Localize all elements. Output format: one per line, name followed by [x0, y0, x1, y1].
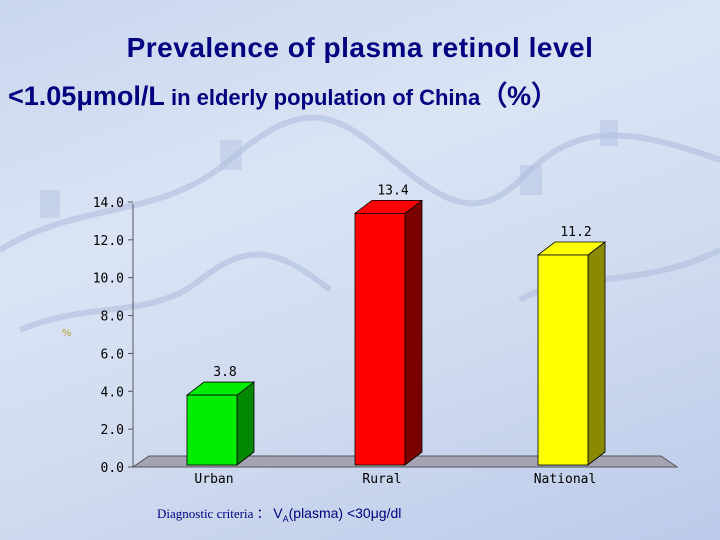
y-tick-label: 4.0	[101, 385, 124, 400]
bar-side	[404, 199, 423, 466]
data-label: 3.8	[213, 365, 236, 380]
title-unit: （%）	[480, 81, 559, 111]
bar-side	[587, 241, 606, 466]
criteria-va: V	[273, 505, 283, 521]
x-category-label: Rural	[362, 472, 401, 487]
data-label: 13.4	[377, 183, 408, 198]
y-tick-label: 14.0	[93, 196, 124, 211]
data-label: 11.2	[560, 225, 591, 240]
y-tick-label: 10.0	[93, 272, 124, 287]
title-threshold: <1.05μmol/L	[8, 81, 165, 111]
criteria-threshold: (plasma) <30μg/dl	[288, 505, 402, 521]
criteria-formula: VA(plasma) <30μg/dl	[273, 505, 402, 524]
y-tick-label: 6.0	[101, 347, 124, 362]
y-tick-label: 0.0	[101, 461, 124, 476]
bar-national	[537, 254, 589, 466]
stray-percent-mark: %	[62, 328, 72, 339]
bar-side	[236, 381, 255, 466]
bar-urban	[186, 394, 238, 466]
criteria-prefix: Diagnostic criteria ：	[157, 506, 270, 521]
y-tick-label: 12.0	[93, 234, 124, 249]
x-category-label: National	[534, 472, 597, 487]
y-tick-label: 8.0	[101, 310, 124, 325]
title-population: in elderly population of China	[164, 85, 481, 110]
y-tick-label: 2.0	[101, 423, 124, 438]
criteria-va-sub: A	[282, 513, 289, 524]
chart-title-line1: Prevalence of plasma retinol level	[126, 32, 594, 63]
diagnostic-criteria-note: Diagnostic criteria ： VA(plasma) <30μg/d…	[157, 503, 401, 524]
x-category-label: Urban	[194, 472, 233, 487]
bar-rural	[354, 212, 406, 466]
chart-title-line2: <1.05μmol/L in elderly population of Chi…	[8, 74, 720, 113]
